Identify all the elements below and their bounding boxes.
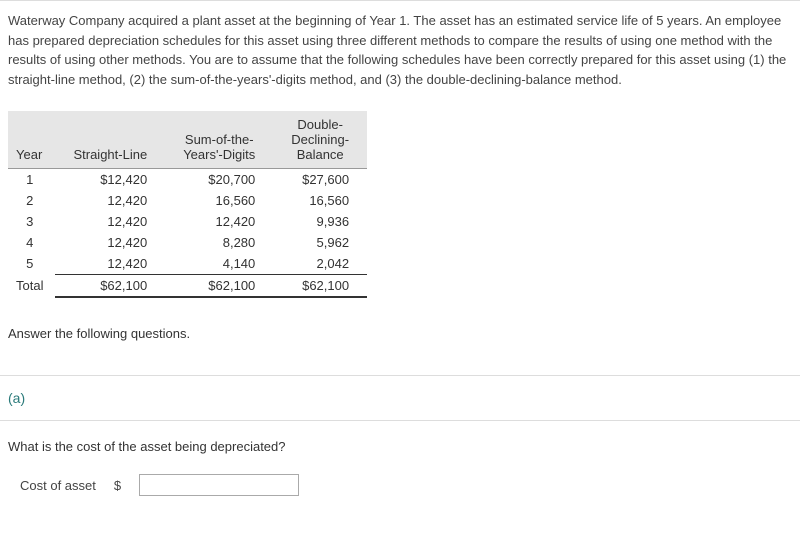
table-row: 4 12,420 8,280 5,962 — [8, 232, 367, 253]
question-header: (a) — [0, 376, 800, 420]
problem-statement: Waterway Company acquired a plant asset … — [8, 11, 792, 89]
table-row: 3 12,420 12,420 9,936 — [8, 211, 367, 232]
cell-total-label: Total — [8, 275, 55, 298]
cell-ddb: 2,042 — [273, 253, 367, 275]
cell-syd: 4,140 — [165, 253, 273, 275]
answer-prompt: Answer the following questions. — [8, 326, 792, 341]
dollar-sign: $ — [114, 478, 121, 493]
problem-container: Waterway Company acquired a plant asset … — [0, 0, 800, 375]
cost-input-row: Cost of asset $ — [8, 474, 792, 496]
cell-sl: 12,420 — [55, 253, 165, 275]
cell-year: 2 — [8, 190, 55, 211]
depreciation-table: Year Straight-Line Sum-of-the- Years'-Di… — [8, 111, 367, 298]
cell-sl: 12,420 — [55, 211, 165, 232]
cell-ddb: $27,600 — [273, 169, 367, 191]
cell-syd: 12,420 — [165, 211, 273, 232]
header-straight-line: Straight-Line — [55, 111, 165, 169]
cell-sl: $12,420 — [55, 169, 165, 191]
cell-ddb: 16,560 — [273, 190, 367, 211]
cell-sl: 12,420 — [55, 232, 165, 253]
table-body: 1 $12,420 $20,700 $27,600 2 12,420 16,56… — [8, 169, 367, 298]
table-total-row: Total $62,100 $62,100 $62,100 — [8, 275, 367, 298]
question-body: What is the cost of the asset being depr… — [0, 420, 800, 504]
cell-year: 5 — [8, 253, 55, 275]
cell-year: 4 — [8, 232, 55, 253]
cell-ddb: 5,962 — [273, 232, 367, 253]
cell-syd: 16,560 — [165, 190, 273, 211]
cost-of-asset-input[interactable] — [139, 474, 299, 496]
table-row: 5 12,420 4,140 2,042 — [8, 253, 367, 275]
part-label: (a) — [8, 390, 25, 406]
question-text: What is the cost of the asset being depr… — [8, 439, 792, 454]
cell-syd: $20,700 — [165, 169, 273, 191]
cell-sl: 12,420 — [55, 190, 165, 211]
cell-total-ddb: $62,100 — [273, 275, 367, 298]
header-ddb: Double- Declining- Balance — [273, 111, 367, 169]
cell-year: 3 — [8, 211, 55, 232]
cell-syd: 8,280 — [165, 232, 273, 253]
table-row: 2 12,420 16,560 16,560 — [8, 190, 367, 211]
header-syd: Sum-of-the- Years'-Digits — [165, 111, 273, 169]
cell-total-syd: $62,100 — [165, 275, 273, 298]
header-year: Year — [8, 111, 55, 169]
cell-year: 1 — [8, 169, 55, 191]
cell-total-sl: $62,100 — [55, 275, 165, 298]
cost-label: Cost of asset — [20, 478, 96, 493]
cell-ddb: 9,936 — [273, 211, 367, 232]
table-row: 1 $12,420 $20,700 $27,600 — [8, 169, 367, 191]
